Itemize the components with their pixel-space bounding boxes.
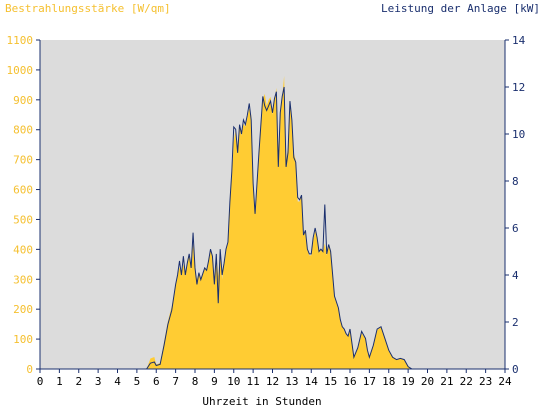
left-axis-ticks: 0 100 200 300 400 500 600 700 800 900 1000 1100	[7, 34, 40, 376]
x-tick-label: 21	[440, 375, 453, 388]
left-tick-label: 300	[13, 273, 33, 286]
right-tick-label: 2	[512, 316, 519, 329]
left-tick-label: 400	[13, 243, 33, 256]
x-axis-ticks: 0 1 2 3 4 5 6 7 8 9 10 11 12 13 14 15 16 17 18 19 20 21 22 23 24	[37, 369, 512, 388]
x-tick-label: 24	[498, 375, 512, 388]
power-line-layer	[40, 86, 505, 370]
x-tick-label: 12	[266, 375, 279, 388]
right-tick-label: 0	[512, 363, 519, 376]
right-tick-label: 12	[512, 81, 525, 94]
x-tick-label: 8	[192, 375, 199, 388]
left-tick-label: 0	[26, 363, 33, 376]
left-tick-label: 200	[13, 303, 33, 316]
x-tick-label: 4	[114, 375, 121, 388]
right-tick-label: 14	[512, 34, 526, 47]
left-tick-label: 600	[13, 184, 33, 197]
left-tick-label: 700	[13, 154, 33, 167]
x-tick-label: 3	[95, 375, 102, 388]
right-tick-label: 4	[512, 269, 519, 282]
left-tick-label: 500	[13, 213, 33, 226]
x-tick-label: 1	[56, 375, 63, 388]
x-tick-label: 5	[134, 375, 141, 388]
x-tick-label: 10	[227, 375, 240, 388]
left-tick-label: 800	[13, 124, 33, 137]
x-tick-label: 9	[211, 375, 218, 388]
left-tick-label: 100	[13, 333, 33, 346]
right-axis-label: Leistung der Anlage [kW]	[381, 2, 540, 15]
x-tick-label: 0	[37, 375, 44, 388]
left-tick-label: 1100	[7, 34, 34, 47]
right-tick-label: 6	[512, 222, 519, 235]
x-tick-label: 14	[305, 375, 319, 388]
x-tick-label: 15	[324, 375, 337, 388]
x-tick-label: 16	[343, 375, 356, 388]
x-axis-label: Uhrzeit in Stunden	[202, 395, 321, 408]
x-tick-label: 2	[75, 375, 82, 388]
irradiance-area	[40, 75, 505, 369]
x-tick-label: 22	[460, 375, 473, 388]
x-tick-label: 7	[172, 375, 179, 388]
left-tick-label: 1000	[7, 64, 34, 77]
x-tick-label: 13	[285, 375, 298, 388]
right-tick-label: 8	[512, 175, 519, 188]
x-tick-label: 6	[153, 375, 160, 388]
x-tick-label: 23	[479, 375, 492, 388]
x-tick-label: 17	[363, 375, 376, 388]
right-axis-ticks: 0 2 4 6 8 10 12 14	[505, 34, 526, 376]
irradiance-area-layer	[40, 75, 505, 369]
left-axis-label: Bestrahlungsstärke [W/qm]	[5, 2, 171, 15]
power-line	[40, 86, 505, 370]
x-tick-label: 11	[247, 375, 260, 388]
x-tick-label: 19	[402, 375, 415, 388]
x-tick-label: 18	[382, 375, 395, 388]
right-tick-label: 10	[512, 128, 525, 141]
x-tick-label: 20	[421, 375, 434, 388]
left-tick-label: 900	[13, 94, 33, 107]
